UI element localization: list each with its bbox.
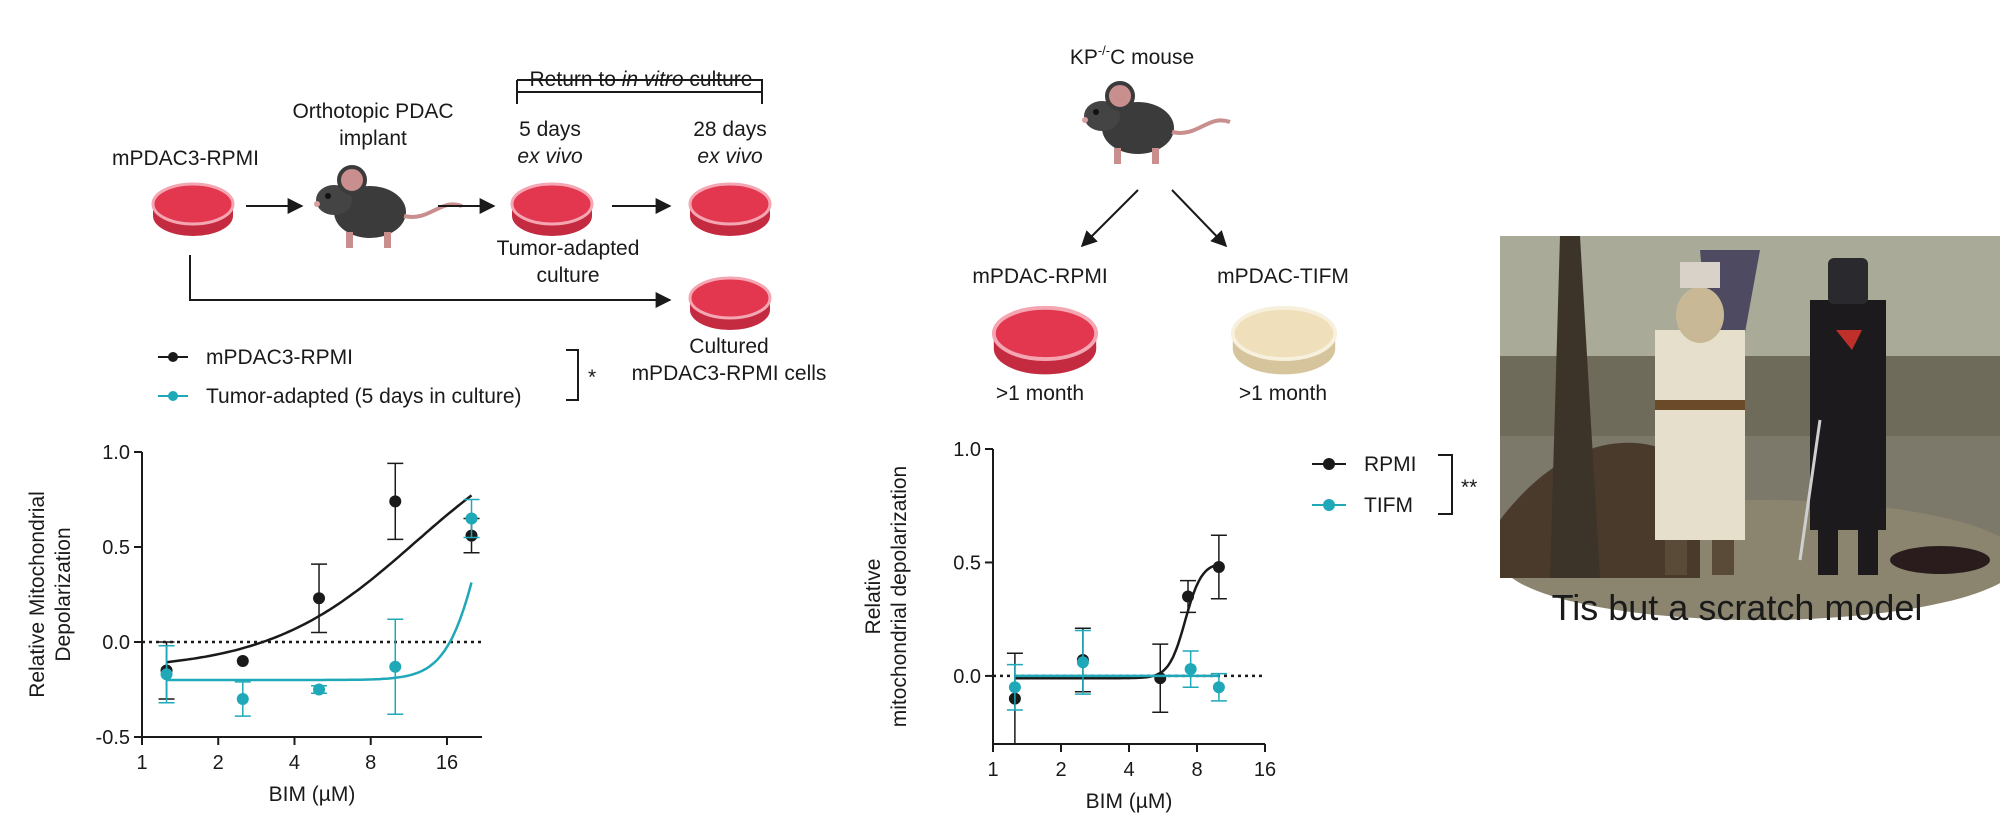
y-axis-label-line2: mitochondrial depolarization <box>888 466 911 728</box>
cultured-label-1: Cultured <box>689 335 768 358</box>
data-point <box>1008 681 1021 694</box>
x-tick-label: 8 <box>1191 759 1202 781</box>
significance-left: * <box>588 366 596 389</box>
implant-label-2: implant <box>339 127 407 150</box>
data-point <box>1212 681 1225 694</box>
fit-curve <box>1014 563 1220 680</box>
x-tick-label: 4 <box>289 752 300 774</box>
y-tick-label: 0.0 <box>102 632 130 654</box>
data-point <box>1184 663 1197 676</box>
tifm-dish-label: mPDAC-TIFM <box>1217 265 1349 288</box>
data-point <box>313 683 326 696</box>
x-tick-label: 2 <box>1055 759 1066 781</box>
y-tick-label: 0.5 <box>102 537 130 559</box>
petri-dish-icon-rpmi <box>991 305 1099 375</box>
x-tick-label: 1 <box>987 759 998 781</box>
petri-dish-icon-cultured <box>688 276 772 332</box>
kpc-mouse-label: KP-/-C mouse <box>1070 43 1194 69</box>
rpmi-duration: >1 month <box>996 382 1084 405</box>
petri-dish-icon-5day <box>510 182 594 238</box>
x-axis-label: BIM (µM) <box>1086 790 1173 813</box>
rpmi-dish-label: mPDAC-RPMI <box>972 265 1107 288</box>
y-axis-label-line1: Relative Mitochondrial <box>26 491 49 698</box>
data-point <box>1182 590 1195 603</box>
x-tick-label: 1 <box>136 752 147 774</box>
legend-marker-rpmi <box>168 352 178 362</box>
data-point <box>1212 561 1225 573</box>
arrow-icon-rpmi <box>1080 189 1139 248</box>
adapted-label-2: culture <box>536 264 599 287</box>
day28-label-2: ex vivo <box>697 145 763 168</box>
x-tick-label: 2 <box>213 752 224 774</box>
left-schematic: mPDAC3-RPMI Orthotopic PDAC implant Retu… <box>112 68 826 385</box>
y-tick-label: 1.0 <box>953 439 981 461</box>
arthur-figure <box>1655 262 1745 575</box>
x-tick-label: 16 <box>1254 759 1276 781</box>
series-1 <box>158 498 480 717</box>
y-tick-label: 0.5 <box>953 552 981 574</box>
return-bracket-line <box>516 91 763 104</box>
chart-right: 0.0 0.5 1.0 1 2 4 8 16 BIM (µM) Relative mitochond… <box>862 439 1276 813</box>
cultured-label-2: mPDAC3-RPMI cells <box>632 362 827 385</box>
implant-label-1: Orthotopic PDAC <box>292 100 453 123</box>
data-point <box>160 668 173 681</box>
data-point <box>1076 656 1089 669</box>
y-axis-label-line2: Depolarization <box>52 527 75 661</box>
adapted-label-1: Tumor-adapted <box>497 237 640 260</box>
series-1 <box>1006 629 1227 711</box>
right-schematic: KP-/-C mouse mPDAC-RPMI mPDAC-TIFM >1 mo… <box>972 43 1349 405</box>
legend-label-rpmi-2: RPMI <box>1364 453 1417 476</box>
legend-marker-tifm <box>1323 499 1335 511</box>
x-tick-label: 8 <box>365 752 376 774</box>
data-point <box>389 660 402 673</box>
y-tick-label: 0.0 <box>953 666 981 688</box>
data-point <box>236 693 249 705</box>
legend-label-rpmi: mPDAC3-RPMI <box>206 346 353 369</box>
right-legend: RPMI TIFM ** <box>1312 453 1477 517</box>
day28-label-1: 28 days <box>693 118 767 141</box>
black-knight-figure <box>1798 258 1886 575</box>
x-tick-label: 16 <box>436 752 458 774</box>
day5-label-1: 5 days <box>519 118 581 141</box>
legend-bracket-right <box>1438 454 1453 515</box>
meme-photo <box>1500 236 2000 620</box>
data-point <box>313 592 326 605</box>
data-point <box>1154 672 1167 685</box>
y-tick-label: 1.0 <box>102 442 130 464</box>
chart-left: -0.5 0.0 0.5 1.0 1 2 4 8 16 BIM (µM) Relative Mito… <box>26 442 482 806</box>
return-bracket <box>516 79 763 92</box>
arrow-icon-tifm <box>1171 189 1228 248</box>
significance-right: ** <box>1461 476 1477 499</box>
day5-label-2: ex vivo <box>517 145 583 168</box>
data-point <box>236 655 249 667</box>
data-point <box>465 512 478 525</box>
x-tick-label: 4 <box>1123 759 1134 781</box>
data-point <box>389 495 402 508</box>
legend-marker-adapted <box>168 391 178 401</box>
x-axis-label: BIM (µM) <box>269 783 356 806</box>
tifm-duration: >1 month <box>1239 382 1327 405</box>
series-0 <box>1006 534 1227 744</box>
legend-marker-rpmi-2 <box>1323 458 1335 470</box>
mouse-icon-kpc <box>1080 81 1232 166</box>
y-axis-label-line1: Relative <box>862 559 885 635</box>
y-tick-label: -0.5 <box>96 727 130 749</box>
legend-label-tifm: TIFM <box>1364 494 1413 517</box>
legend-bracket-left <box>566 349 579 401</box>
mouse-icon-implant <box>312 165 464 250</box>
legend-label-adapted: Tumor-adapted (5 days in culture) <box>206 385 522 408</box>
petri-dish-icon-source <box>151 182 235 238</box>
fit-curve <box>166 582 473 682</box>
source-label: mPDAC3-RPMI <box>112 147 259 170</box>
arrow-icon-bypass <box>189 255 672 308</box>
petri-dish-icon-tifm <box>1230 305 1338 375</box>
left-legend: mPDAC3-RPMI Tumor-adapted (5 days in cul… <box>158 346 596 408</box>
meme-caption: Tis but a scratch model <box>1552 587 1923 628</box>
petri-dish-icon-28day <box>688 182 772 238</box>
